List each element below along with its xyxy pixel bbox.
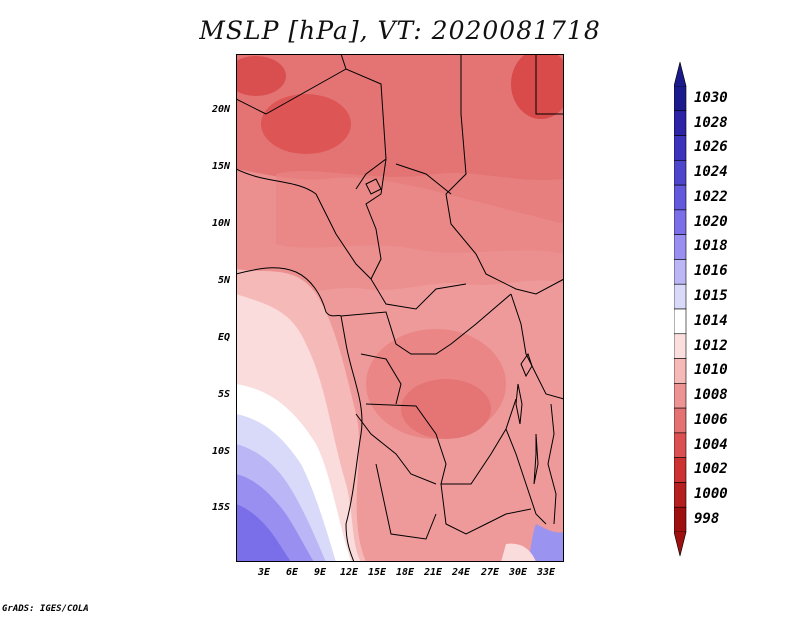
colorbar-segment <box>674 457 687 483</box>
low-center-northwest <box>226 56 286 96</box>
y-tick-label: 15S <box>211 502 230 513</box>
map-title: MSLP [hPa], VT: 2020081718 <box>199 16 601 45</box>
colorbar-segment <box>674 135 687 161</box>
lakes <box>365 178 539 485</box>
colorbar-bottom-arrow <box>674 531 687 557</box>
colorbar-tick-label: 1004 <box>694 436 728 453</box>
colorbar-top-arrow <box>674 62 687 87</box>
colorbar-tick-label: 1010 <box>694 362 728 379</box>
x-tick-label: 33E <box>536 567 556 578</box>
x-tick-label: 9E <box>313 567 327 578</box>
lake-chad <box>365 178 382 195</box>
colorbar-tick-label: 1000 <box>694 486 728 503</box>
colorbar-tick-label: 1014 <box>694 312 728 329</box>
lake-victoria <box>520 352 533 378</box>
y-tick-label: 10S <box>211 446 230 457</box>
colorbar-segment <box>674 209 687 235</box>
y-tick-label: 20N <box>211 104 230 115</box>
colorbar-tick-label: 1024 <box>694 164 728 181</box>
colorbar-tick-label: 1006 <box>694 411 728 428</box>
colorbar-tick-label: 1022 <box>694 188 728 205</box>
borders <box>235 53 565 563</box>
colorbar-tick-label: 998 <box>694 511 720 527</box>
colorbar-segment <box>674 432 687 458</box>
colorbar-tick-label: 1020 <box>694 213 728 230</box>
y-tick-label: 15N <box>211 161 230 172</box>
contour-1007 <box>276 171 564 254</box>
colorbar-segment <box>674 358 687 384</box>
colorbar-tick-label: 1002 <box>694 461 728 478</box>
colorbar-tick-label: 1015 <box>694 288 728 304</box>
colorbar-tick-label: 1018 <box>694 238 728 255</box>
y-tick-label: 10N <box>211 218 230 229</box>
colorbar-tick-label: 1008 <box>694 387 728 404</box>
x-tick-label: 21E <box>423 567 443 578</box>
colorbar <box>674 62 687 557</box>
colorbar-segment <box>674 506 687 533</box>
map-frame <box>236 54 564 562</box>
y-tick-label: 5N <box>217 275 230 286</box>
x-tick-label: 15E <box>367 567 387 578</box>
x-tick-label: 6E <box>285 567 299 578</box>
low-center-northeast <box>511 49 571 119</box>
x-tick-label: 12E <box>339 567 359 578</box>
colorbar-segments <box>674 85 687 533</box>
colorbar-segment <box>674 308 687 335</box>
colorbar-tick-label: 1030 <box>694 89 728 106</box>
west-coastline <box>235 267 363 563</box>
pressure-map <box>226 49 571 563</box>
low-center-sahara <box>261 94 351 154</box>
lake-tanganyika <box>515 383 523 425</box>
colorbar-segment <box>674 259 687 285</box>
colorbar-tick-label: 1028 <box>694 114 728 131</box>
x-tick-label: 27E <box>480 567 500 578</box>
x-tick-label: 24E <box>451 567 471 578</box>
x-tick-label: 3E <box>257 567 271 578</box>
contour-southeast-high <box>528 524 564 562</box>
colorbar-segment <box>674 110 687 136</box>
x-tick-label: 30E <box>508 567 528 578</box>
colorbar-segment <box>674 283 687 310</box>
x-tick-label: 18E <box>395 567 415 578</box>
lake-malawi <box>533 433 539 485</box>
y-tick-label: EQ <box>217 332 230 343</box>
colorbar-segment <box>674 383 687 409</box>
y-tick-label: 5S <box>217 389 230 400</box>
colorbar-tick-label: 1026 <box>694 139 728 156</box>
colorbar-segment <box>674 160 687 186</box>
footer-credit: GrADS: IGES/COLA <box>2 604 89 614</box>
colorbar-segment <box>674 333 687 359</box>
colorbar-tick-label: 1012 <box>694 337 728 354</box>
colorbar-segment <box>674 184 687 211</box>
map-canvas <box>226 49 571 563</box>
contour-1020 <box>236 504 291 562</box>
colorbar-segment <box>674 234 687 260</box>
colorbar-segment <box>674 407 687 434</box>
colorbar-segment <box>674 482 687 508</box>
colorbar-tick-label: 1016 <box>694 263 728 280</box>
low-center-congo <box>401 379 491 439</box>
contour-southeast-1012 <box>501 543 536 562</box>
colorbar-segment <box>674 85 687 112</box>
